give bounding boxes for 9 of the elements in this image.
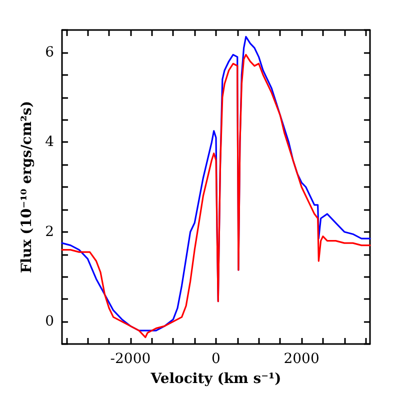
y-tick-label: 0 <box>45 314 54 330</box>
y-tick-label: 4 <box>45 134 54 150</box>
y-axis-title: Flux (10⁻¹⁰ ergs/cm²s) <box>19 100 35 274</box>
y-tick-label: 6 <box>45 44 54 60</box>
y-tick-label: 2 <box>45 224 54 240</box>
x-tick-label: -2000 <box>110 351 151 367</box>
x-tick-label: 2000 <box>284 351 320 367</box>
x-tick-label: 0 <box>212 351 220 367</box>
x-axis-title: Velocity (km s⁻¹) <box>150 371 282 387</box>
